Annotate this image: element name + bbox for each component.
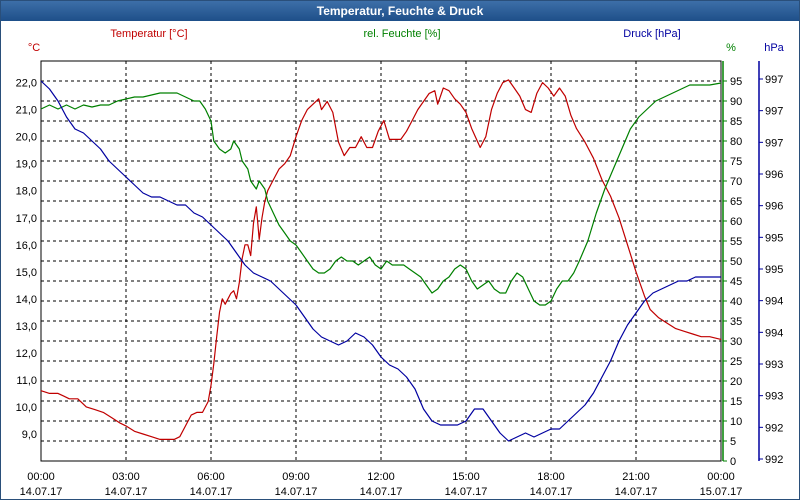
temperature-tick-label: 12,0 <box>16 348 37 360</box>
humidity-tick-label: 0 <box>730 456 736 468</box>
humidity-tick-label: 90 <box>730 96 742 108</box>
x-tick-time: 15:00 <box>452 471 480 483</box>
temperature-tick-label: 13,0 <box>16 321 37 333</box>
humidity-tick-label: 85 <box>730 116 742 128</box>
humidity-unit-label: % <box>726 42 736 54</box>
x-tick-time: 06:00 <box>197 471 225 483</box>
temperature-line <box>40 79 722 440</box>
pressure-tick-label: 994 <box>765 296 783 308</box>
x-tick-date: 14.07.17 <box>530 486 573 498</box>
axes: 00:00 14.07.17 03:00 14.07.17 06:00 14.07.17 0… <box>16 61 783 498</box>
x-tick-date: 14.07.17 <box>445 486 488 498</box>
pressure-tick-label: 994 <box>765 327 783 339</box>
humidity-tick-label: 25 <box>730 356 742 368</box>
temperature-tick-label: 9,0 <box>22 429 37 441</box>
x-tick-time: 12:00 <box>367 471 395 483</box>
humidity-tick-label: 20 <box>730 376 742 388</box>
humidity-tick-label: 30 <box>730 336 742 348</box>
temperature-tick-label: 10,0 <box>16 402 37 414</box>
x-tick-date: 14.07.17 <box>360 486 403 498</box>
humidity-tick-label: 10 <box>730 416 742 428</box>
temperature-tick-label: 22,0 <box>16 78 37 90</box>
pressure-line <box>40 80 721 442</box>
humidity-tick-label: 95 <box>730 76 742 88</box>
chart-title: Temperatur, Feuchte & Druck <box>1 1 799 21</box>
pressure-tick-label: 995 <box>765 264 783 276</box>
x-tick-date: 15.07.17 <box>700 486 743 498</box>
pressure-tick-label: 993 <box>765 359 783 371</box>
humidity-tick-label: 70 <box>730 176 742 188</box>
humidity-tick-label: 60 <box>730 216 742 228</box>
pressure-tick-label: 996 <box>765 201 783 213</box>
temperature-tick-label: 17,0 <box>16 213 37 225</box>
chart-canvas: 00:00 14.07.17 03:00 14.07.17 06:00 14.07.17 0… <box>16 28 785 498</box>
temperature-tick-label: 21,0 <box>16 105 37 117</box>
x-tick-date: 14.07.17 <box>615 486 658 498</box>
x-tick-time: 03:00 <box>112 471 140 483</box>
humidity-tick-label: 35 <box>730 316 742 328</box>
x-tick-time: 18:00 <box>537 471 565 483</box>
x-tick-date: 14.07.17 <box>105 486 148 498</box>
temperature-axis-label: Temperatur [°C] <box>110 28 187 40</box>
temperature-tick-label: 15,0 <box>16 267 37 279</box>
pressure-tick-label: 997 <box>765 106 783 118</box>
humidity-tick-label: 5 <box>730 436 736 448</box>
pressure-tick-label: 997 <box>765 74 783 86</box>
grid <box>40 60 722 462</box>
pressure-axis-label: Druck [hPa] <box>623 28 680 40</box>
pressure-unit-label: hPa <box>764 42 784 54</box>
x-tick-time: 09:00 <box>282 471 310 483</box>
x-tick-time: 00:00 <box>27 471 55 483</box>
pressure-tick-label: 993 <box>765 391 783 403</box>
pressure-tick-label: 996 <box>765 169 783 181</box>
pressure-tick-label: 992 <box>765 454 783 466</box>
humidity-tick-label: 15 <box>730 396 742 408</box>
temperature-unit-label: °C <box>28 42 40 54</box>
pressure-tick-label: 992 <box>765 422 783 434</box>
x-tick-time: 21:00 <box>622 471 650 483</box>
humidity-axis-label: rel. Feuchte [%] <box>363 28 440 40</box>
humidity-line <box>40 82 722 306</box>
temperature-tick-label: 16,0 <box>16 240 37 252</box>
temperature-tick-label: 11,0 <box>16 375 37 387</box>
humidity-tick-label: 40 <box>730 296 742 308</box>
series-layer <box>40 79 722 442</box>
x-tick-date: 14.07.17 <box>275 486 318 498</box>
pressure-tick-label: 997 <box>765 137 783 149</box>
pressure-tick-label: 995 <box>765 232 783 244</box>
humidity-tick-label: 50 <box>730 256 742 268</box>
humidity-tick-label: 75 <box>730 156 742 168</box>
humidity-tick-label: 80 <box>730 136 742 148</box>
temperature-tick-label: 20,0 <box>16 132 37 144</box>
humidity-tick-label: 45 <box>730 276 742 288</box>
humidity-tick-label: 55 <box>730 236 742 248</box>
temperature-tick-label: 19,0 <box>16 159 37 171</box>
humidity-tick-label: 65 <box>730 196 742 208</box>
x-tick-date: 14.07.17 <box>190 486 233 498</box>
x-tick-date: 14.07.17 <box>20 486 63 498</box>
temperature-tick-label: 18,0 <box>16 186 37 198</box>
temperature-tick-label: 14,0 <box>16 294 37 306</box>
x-tick-time: 00:00 <box>707 471 735 483</box>
